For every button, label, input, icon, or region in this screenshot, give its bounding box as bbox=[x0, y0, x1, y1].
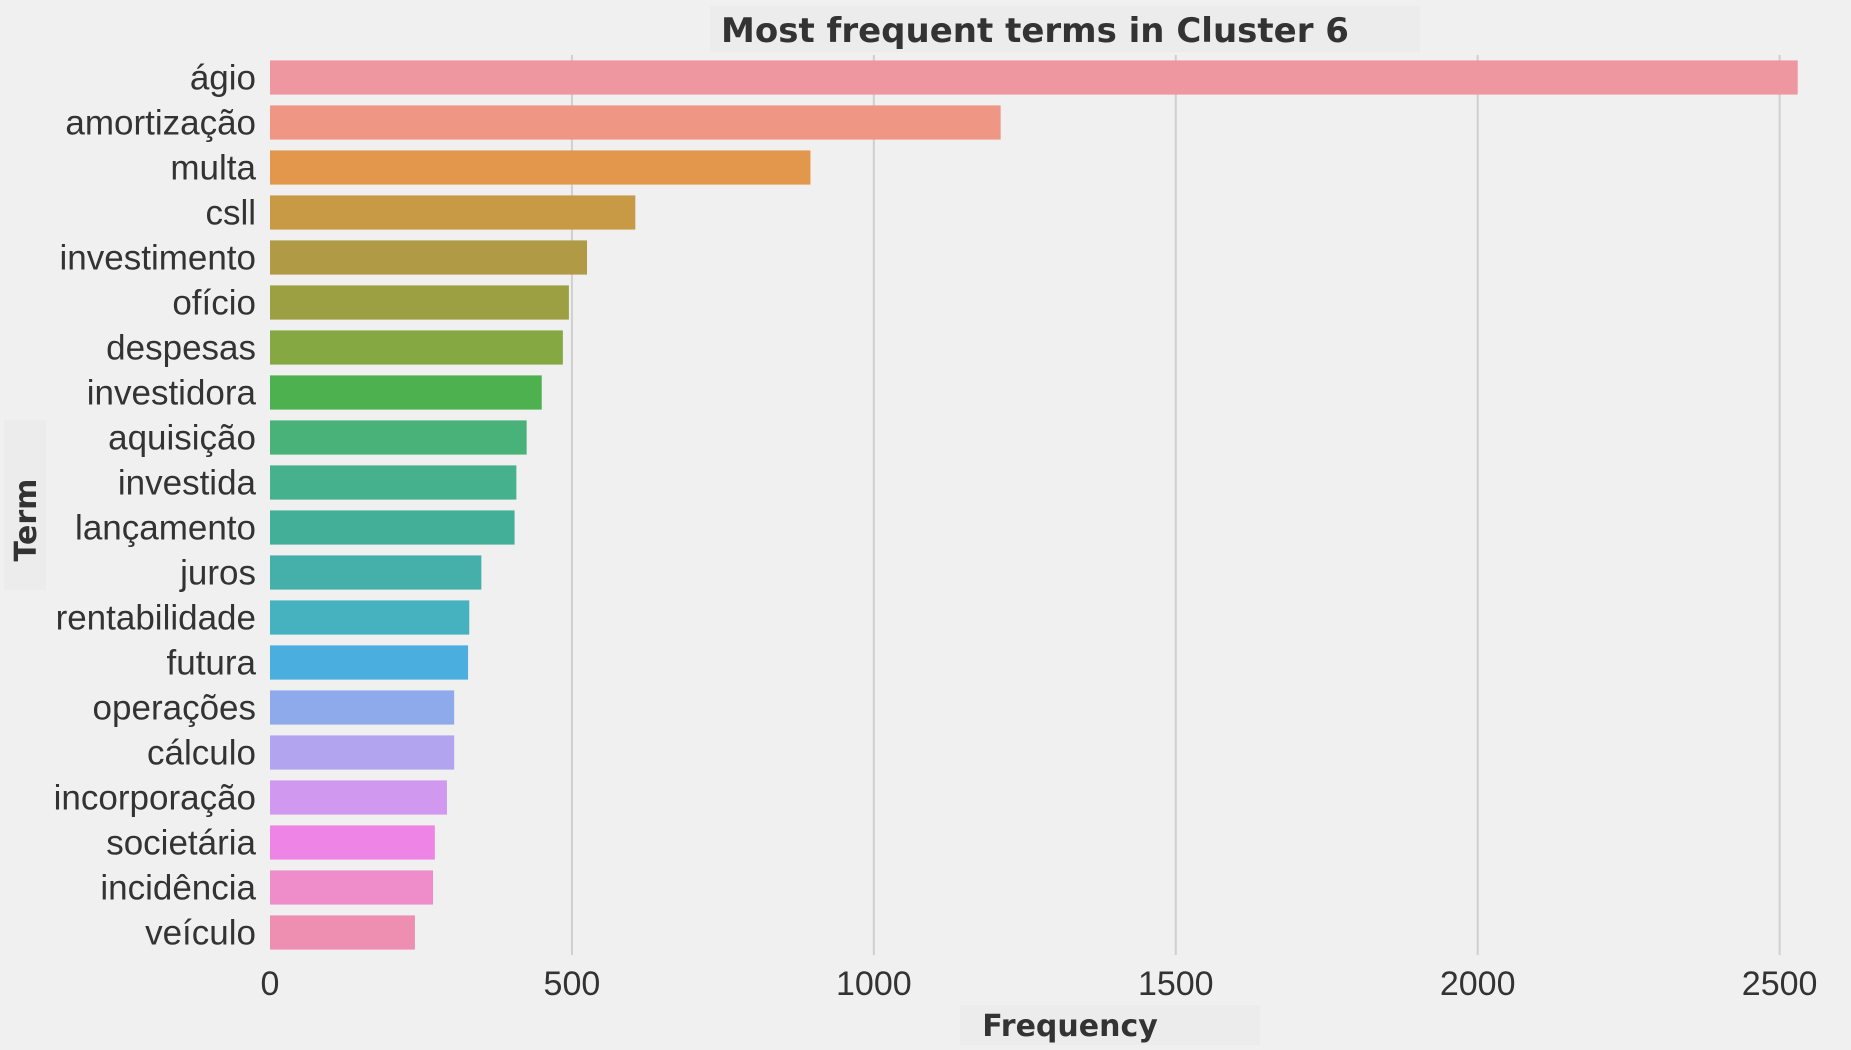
y-axis-title-background bbox=[4, 420, 46, 590]
term-label: societária bbox=[106, 824, 256, 863]
bar-20 bbox=[270, 915, 415, 950]
x-tick-label: 500 bbox=[544, 965, 601, 1003]
term-label: incidência bbox=[100, 869, 256, 908]
bar-4 bbox=[270, 195, 636, 230]
x-tick-label: 1000 bbox=[836, 965, 912, 1003]
bar-7 bbox=[270, 330, 563, 365]
x-axis-title-background bbox=[960, 1005, 1260, 1045]
bar-1 bbox=[270, 60, 1798, 95]
bar-17 bbox=[270, 780, 447, 815]
term-label: csll bbox=[205, 194, 256, 233]
bar-12 bbox=[270, 555, 482, 590]
x-tick-label: 2000 bbox=[1440, 965, 1516, 1003]
bar-9 bbox=[270, 420, 527, 455]
term-labels: ágio amortização multa csll investimento ofíc… bbox=[54, 59, 257, 953]
bar-19 bbox=[270, 870, 434, 905]
term-label: multa bbox=[170, 149, 256, 188]
gridlines bbox=[570, 55, 1781, 955]
term-label: futura bbox=[167, 644, 257, 683]
term-label: juros bbox=[179, 554, 256, 593]
term-label: investidora bbox=[87, 374, 257, 413]
bar-13 bbox=[270, 600, 470, 635]
term-label: rentabilidade bbox=[56, 599, 256, 638]
bar-15 bbox=[270, 690, 455, 725]
x-tick-label: 2500 bbox=[1742, 965, 1818, 1003]
bar-16 bbox=[270, 735, 455, 770]
y-axis-title: Term bbox=[9, 479, 44, 562]
bar-18 bbox=[270, 825, 435, 860]
term-label: cálculo bbox=[147, 734, 256, 773]
chart-title: Most frequent terms in Cluster 6 bbox=[721, 11, 1349, 51]
bar-10 bbox=[270, 465, 517, 500]
bar-6 bbox=[270, 285, 569, 320]
term-label: ágio bbox=[190, 59, 256, 98]
term-label: incorporação bbox=[54, 779, 256, 818]
bar-8 bbox=[270, 375, 542, 410]
term-label: veículo bbox=[145, 914, 256, 953]
bars bbox=[270, 60, 1798, 950]
bar-3 bbox=[270, 150, 811, 185]
term-label: aquisição bbox=[108, 419, 256, 458]
term-label: investimento bbox=[60, 239, 256, 278]
term-label: ofício bbox=[172, 284, 256, 323]
term-label: lançamento bbox=[75, 509, 256, 548]
x-axis-title: Frequency bbox=[982, 1009, 1158, 1044]
title-background bbox=[710, 6, 1420, 52]
bar-11 bbox=[270, 510, 515, 545]
x-tick-labels: 0 500 1000 1500 2000 2500 bbox=[261, 965, 1818, 1003]
x-tick-label: 1500 bbox=[1138, 965, 1214, 1003]
bar-2 bbox=[270, 105, 1001, 140]
x-tick-label: 0 bbox=[261, 965, 280, 1003]
term-label: despesas bbox=[106, 329, 256, 368]
term-label: investida bbox=[118, 464, 257, 503]
term-label: operações bbox=[93, 689, 256, 728]
bar-5 bbox=[270, 240, 588, 275]
bar-14 bbox=[270, 645, 469, 680]
term-label: amortização bbox=[65, 104, 256, 143]
